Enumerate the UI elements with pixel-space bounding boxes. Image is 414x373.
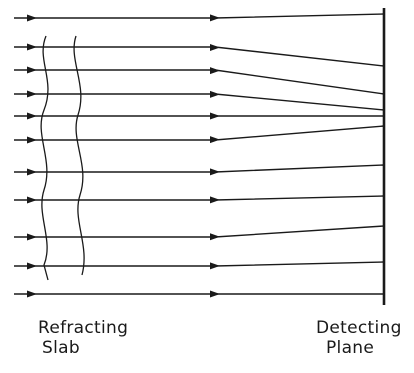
ray-8-arrow-mid <box>210 196 220 204</box>
ray-2-arrow-mid <box>210 43 220 51</box>
ray-1-arrow-start <box>27 14 37 22</box>
rays-group <box>14 13 385 298</box>
ray-5-arrow-start <box>27 112 37 120</box>
plane-label-line-2: Plane <box>326 338 375 358</box>
ray-5-arrow-mid <box>210 112 220 120</box>
ray-7-arrow-start <box>27 168 37 176</box>
ray-3-arrow-mid <box>210 67 220 75</box>
ray-8 <box>14 195 385 201</box>
ray-3-arrow-start <box>27 66 37 74</box>
ray-10-arrow-start <box>27 262 37 270</box>
ray-6-arrow-mid <box>210 136 220 144</box>
slab-left-edge <box>40 35 49 281</box>
ray-3 <box>14 69 385 95</box>
ray-8-arrow-start <box>27 196 37 204</box>
ray-9 <box>14 225 385 238</box>
ray-4 <box>14 93 385 111</box>
ray-11-arrow-start <box>27 290 37 298</box>
ray-2-arrow-start <box>27 43 37 51</box>
slab-label-line-1: Refracting <box>38 318 129 338</box>
ray-6 <box>14 125 385 141</box>
ray-1-arrow-mid <box>210 14 220 22</box>
ray-4-arrow-start <box>27 90 37 98</box>
ray-9-arrow-start <box>27 233 37 241</box>
refracting-slab-label: Refracting Slab <box>38 318 128 358</box>
ray-7 <box>14 164 385 173</box>
slab-label-line-2: Slab <box>42 338 80 358</box>
ray-1 <box>14 13 385 19</box>
ray-4-arrow-mid <box>210 90 220 98</box>
detecting-plane-label: Detecting Plane <box>316 318 402 358</box>
ray-10 <box>14 261 385 267</box>
ray-11-arrow-mid <box>210 290 220 298</box>
ray-10-arrow-mid <box>210 262 220 270</box>
ray-7-arrow-mid <box>210 168 220 176</box>
ray-9-arrow-mid <box>210 233 220 241</box>
ray-2 <box>14 46 385 67</box>
slab-right-edge <box>73 35 85 276</box>
plane-label-line-1: Detecting <box>316 318 402 338</box>
ray-6-arrow-start <box>27 136 37 144</box>
